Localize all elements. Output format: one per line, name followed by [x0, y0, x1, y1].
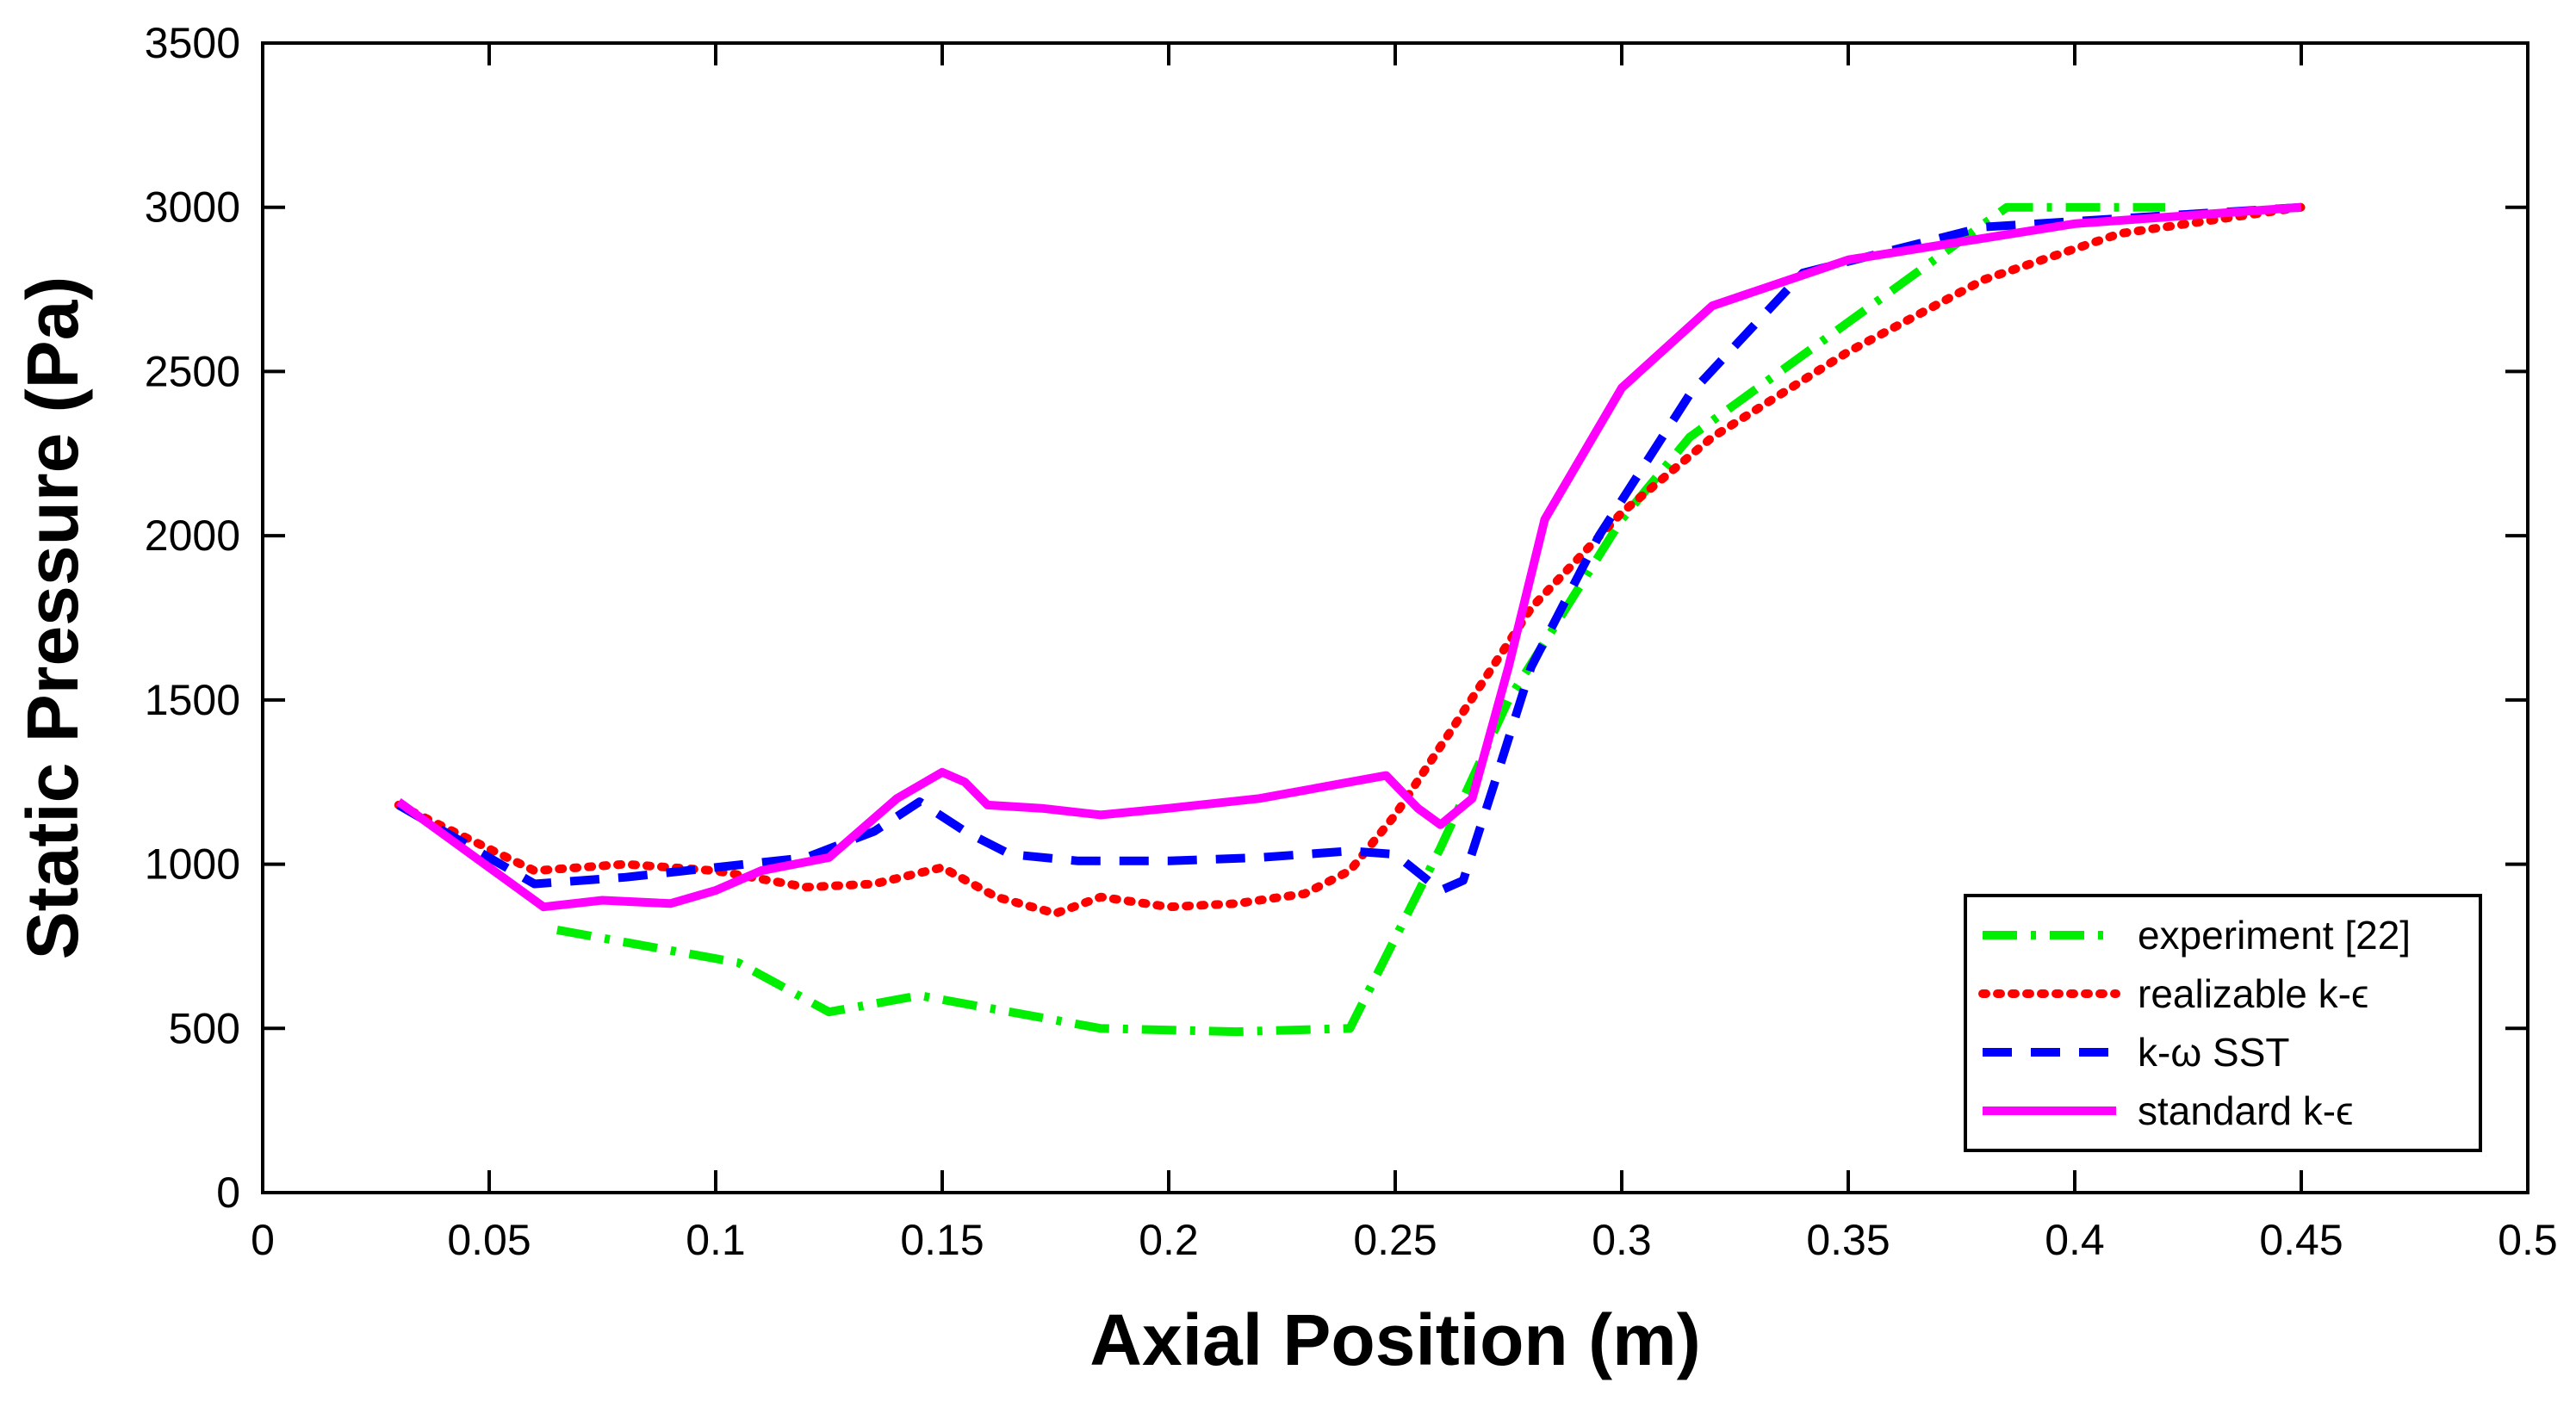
y-tick-label: 0: [216, 1169, 240, 1217]
y-axis-title: Static Pressure (Pa): [12, 276, 93, 960]
y-tick-label: 2000: [145, 511, 240, 560]
y-tick-label: 3000: [145, 183, 240, 232]
x-axis-title: Axial Position (m): [1089, 1299, 1700, 1380]
series-line-1: [556, 202, 2166, 1037]
y-tick-label: 500: [169, 1004, 240, 1052]
x-tick-label: 0.15: [900, 1216, 984, 1264]
legend-label-3: k-ω SST: [2138, 1030, 2289, 1075]
x-tick-label: 0: [251, 1216, 275, 1264]
x-tick-label: 0.05: [447, 1216, 531, 1264]
x-tick-label: 0.2: [1139, 1216, 1199, 1264]
x-tick-label: 0.45: [2259, 1216, 2343, 1264]
legend-label-4: standard k-ϵ: [2138, 1088, 2353, 1133]
x-tick-label: 0.35: [1806, 1216, 1890, 1264]
y-tick-label: 3500: [145, 19, 240, 67]
series-layer: [394, 202, 2306, 1037]
x-tick-label: 0.25: [1353, 1216, 1437, 1264]
y-tick-label: 2500: [145, 347, 240, 395]
legend: experiment [22] realizable k-ϵ k-ω SST stan…: [1964, 894, 2482, 1152]
axes: 0 0.05 0.1 0.15 0.2 0.25 0.3 0.35 0.4 0.45 0.5 0 500…: [145, 19, 2558, 1264]
x-tick-label: 0.1: [686, 1216, 746, 1264]
series-line-3: [396, 202, 2302, 896]
y-tick-label: 1000: [145, 840, 240, 889]
y-tick-label: 1500: [145, 676, 240, 724]
x-tick-label: 0.5: [2498, 1216, 2558, 1264]
x-tick-label: 0.3: [1592, 1216, 1652, 1264]
series-line-2: [394, 202, 2306, 918]
x-tick-label: 0.4: [2045, 1216, 2105, 1264]
legend-label-1: experiment [22]: [2138, 913, 2411, 958]
legend-label-2: realizable k-ϵ: [2138, 971, 2368, 1016]
series-line-4: [395, 202, 2302, 912]
